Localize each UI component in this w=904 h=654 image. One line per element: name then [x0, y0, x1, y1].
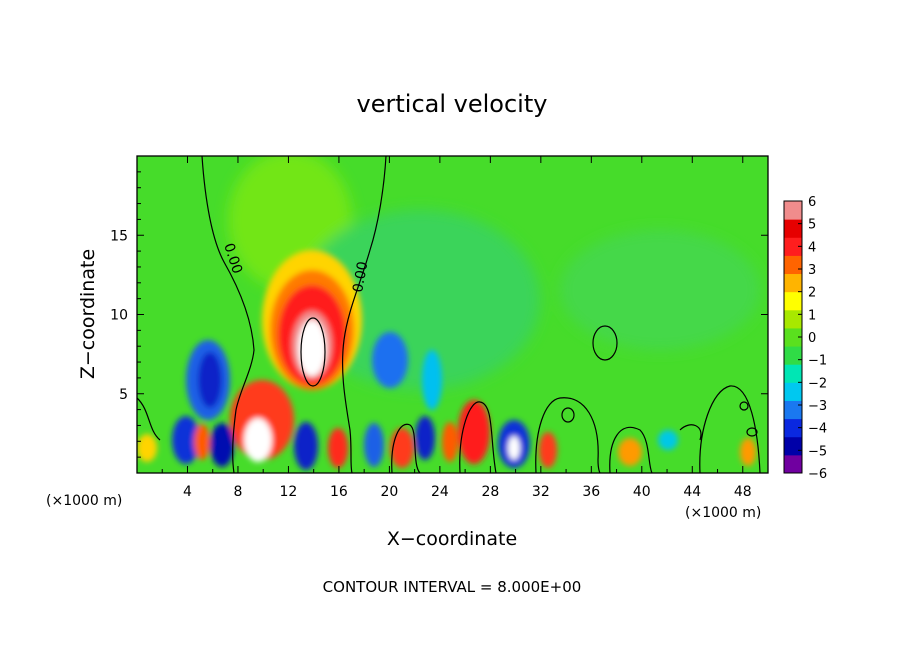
- x-tick-label: 4: [183, 484, 192, 500]
- y-tick-label: 15: [110, 228, 128, 244]
- cell-14: [618, 438, 642, 466]
- colorbar-segment: [784, 454, 802, 474]
- updraft-peak: [298, 320, 326, 376]
- cell-6: [328, 428, 348, 468]
- colorbar-segment: [784, 255, 802, 275]
- cell-8: [390, 428, 414, 468]
- cell-3: [194, 424, 210, 460]
- contour-small-east: [561, 407, 575, 423]
- colorbar-segment: [784, 201, 802, 220]
- x-unit-right: (×1000 m): [685, 505, 761, 521]
- x-axis-ticks: 4 8 12 16 20 24 28 32 36 40 44 48: [161, 156, 752, 500]
- colorbar-label: −5: [808, 444, 827, 459]
- colorbar-label: 4: [808, 240, 816, 255]
- contour-line-west: [201, 156, 255, 473]
- lower-updraft-peak: [244, 418, 272, 462]
- x-unit-left: (×1000 m): [46, 493, 122, 509]
- x-axis-label: X−coordinate: [387, 528, 517, 550]
- chart-title: vertical velocity: [357, 90, 548, 118]
- velocity-field: [137, 156, 768, 473]
- cell-13: [539, 432, 557, 468]
- cell-10: [442, 422, 458, 462]
- colorbar-label: 1: [808, 308, 816, 323]
- x-tick-label: 48: [734, 484, 752, 500]
- colorbar-label: −4: [808, 422, 827, 437]
- colorbar-label: −1: [808, 354, 827, 369]
- weak-downdraft-region: [300, 210, 540, 390]
- colorbar-segment: [784, 382, 802, 401]
- colorbar-segment: [784, 237, 802, 256]
- contour-lower-cells: [137, 385, 761, 473]
- colorbar-segment: [784, 436, 802, 456]
- colorbar-segment: [784, 291, 802, 311]
- cell-5: [294, 422, 318, 470]
- downdraft-central: [372, 332, 408, 388]
- downdraft-central-east: [422, 350, 442, 410]
- x-tick-label: 40: [633, 484, 651, 500]
- cell-1: [137, 434, 157, 462]
- east-weak-region: [560, 230, 760, 350]
- cell-12-core: [508, 436, 520, 460]
- cell-4: [210, 423, 234, 467]
- x-tick-label: 20: [380, 484, 398, 500]
- x-tick-label: 8: [233, 484, 242, 500]
- colorbar-label: 3: [808, 263, 816, 278]
- y-tick-label: 5: [119, 387, 128, 403]
- contour-tiny-2: [746, 427, 758, 437]
- colorbar-segment: [784, 418, 802, 438]
- x-tick-label: 28: [481, 484, 499, 500]
- colorbar-label: −3: [808, 399, 827, 414]
- colorbar-segment: [784, 273, 802, 293]
- colorbar-segment: [784, 327, 802, 347]
- colorbar-label: 2: [808, 286, 816, 301]
- x-tick-label: 12: [280, 484, 298, 500]
- contour-interval-note: CONTOUR INTERVAL = 8.000E+00: [323, 578, 582, 596]
- colorbar-segment: [784, 346, 802, 365]
- x-tick-label: 16: [330, 484, 348, 500]
- colorbar-segment: [784, 219, 802, 238]
- cell-9: [415, 416, 435, 460]
- y-tick-label: 10: [110, 308, 128, 324]
- contour-tiny-1: [739, 401, 749, 411]
- downdraft-west-core: [198, 352, 222, 408]
- contour-updraft-core: [300, 317, 326, 387]
- colorbar: 6 5 4 3 2 1 0 −1 −2 −3 −4 −5 −6: [783, 195, 827, 482]
- colorbar-label: −2: [808, 376, 827, 391]
- colorbar-segment: [784, 364, 802, 383]
- colorbar-label: 5: [808, 218, 816, 233]
- colorbar-segment: [784, 309, 802, 329]
- x-tick-label: 44: [683, 484, 701, 500]
- contour-isolated-east: [592, 325, 618, 361]
- contour-label-east: 0.00: [350, 260, 371, 293]
- y-axis-label: Z−coordinate: [77, 249, 99, 379]
- contour-lines: [137, 156, 761, 473]
- x-tick-label: 32: [532, 484, 550, 500]
- cell-16: [740, 438, 756, 466]
- colorbar-segment: [784, 400, 802, 420]
- cell-2: [172, 416, 200, 464]
- x-tick-label: 24: [431, 484, 449, 500]
- contour-line-east: [341, 156, 387, 473]
- colorbar-label: 0: [808, 331, 816, 346]
- cell-11: [458, 400, 490, 464]
- cell-15: [658, 430, 678, 450]
- x-tick-label: 36: [582, 484, 600, 500]
- cell-7: [364, 423, 384, 467]
- y-axis-ticks: 5 10 15: [110, 171, 768, 458]
- colorbar-label: 6: [808, 195, 816, 210]
- colorbar-label: −6: [808, 467, 827, 482]
